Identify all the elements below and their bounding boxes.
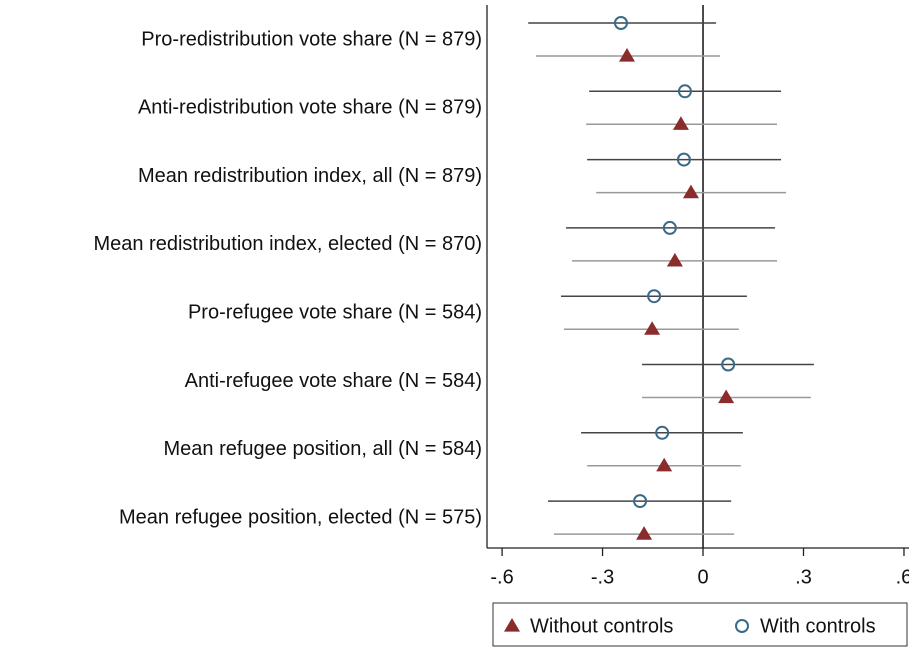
circle-marker [721, 357, 736, 372]
x-tick-label: .6 [896, 566, 909, 588]
y-tick-label: Mean refugee position, all (N = 584) [163, 438, 482, 460]
circle-marker [735, 619, 749, 633]
triangle-marker [644, 321, 661, 335]
circle-marker [613, 16, 628, 30]
triangle-marker [718, 389, 735, 404]
y-tick-label: Anti-refugee vote share (N = 584) [185, 370, 482, 392]
x-tick-label: -.6 [490, 566, 513, 588]
y-tick-label: Pro-refugee vote share (N = 584) [188, 301, 482, 323]
triangle-marker [672, 116, 689, 130]
y-tick-label: Mean refugee position, elected (N = 575) [119, 506, 482, 528]
circle-marker [676, 152, 691, 167]
circle-marker [677, 84, 692, 99]
triangle-marker [656, 457, 673, 472]
circle-marker [633, 494, 648, 509]
circle-marker [647, 289, 662, 304]
legend-box [492, 602, 908, 647]
x-tick-label: -.3 [591, 566, 614, 588]
triangle-marker [618, 48, 635, 62]
x-tick-label: 0 [697, 566, 708, 588]
y-tick-label: Mean redistribution index, all (N = 879) [138, 165, 482, 187]
triangle-marker [666, 252, 683, 267]
circle-marker [662, 220, 677, 235]
x-tick-label: .3 [795, 566, 812, 588]
legend-label: Without controls [530, 615, 673, 637]
legend-label: With controls [760, 615, 876, 637]
triangle-marker [682, 184, 699, 199]
triangle-marker [504, 618, 520, 632]
y-tick-label: Anti-redistribution vote share (N = 879) [138, 97, 482, 119]
circle-marker [655, 425, 670, 440]
y-tick-label: Mean redistribution index, elected (N = … [93, 233, 482, 255]
y-tick-label: Pro-redistribution vote share (N = 879) [141, 28, 482, 50]
triangle-marker [636, 526, 653, 540]
